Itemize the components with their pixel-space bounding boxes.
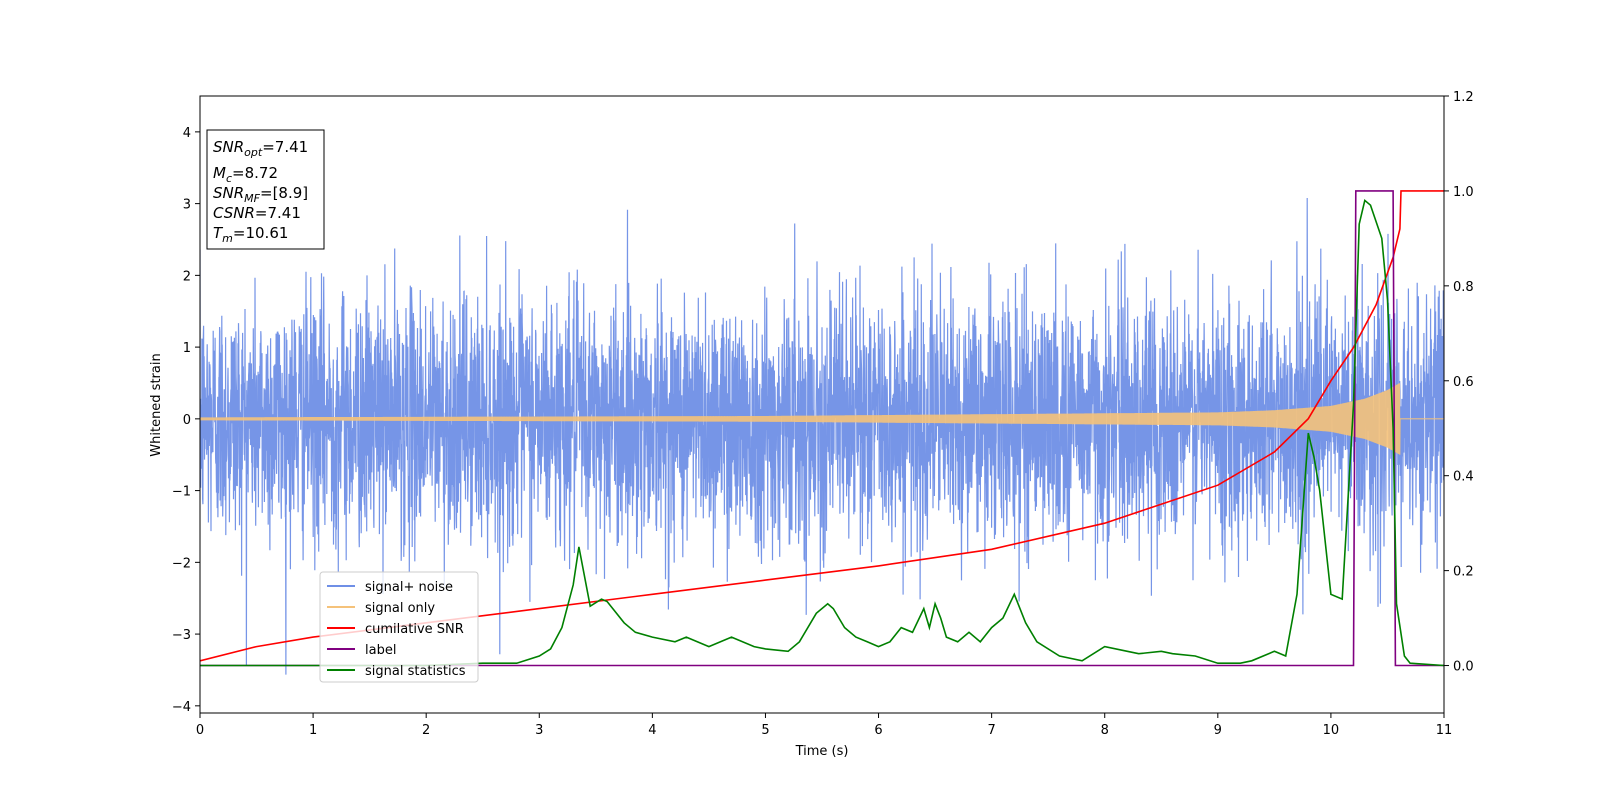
- left-y-tick-label: 4: [183, 126, 191, 141]
- x-tick-label: 9: [1214, 723, 1222, 738]
- left-y-tick-label: 2: [183, 269, 191, 284]
- annotation-line: SNRMF=[8.9]: [213, 184, 308, 205]
- legend: signal+ noise signal only cumilative SNR la…: [319, 571, 479, 683]
- right-y-tick-label: 0.4: [1453, 470, 1474, 485]
- axes-frame: [199, 95, 1445, 714]
- x-tick-label: 2: [422, 723, 430, 738]
- x-axis-ticks: 0 1 2 3 4 5 6 7 8 9 10 11: [196, 713, 1452, 738]
- left-y-tick-label: −1: [172, 485, 191, 500]
- annotation-line: CSNR=7.41: [213, 204, 301, 222]
- x-tick-label: 3: [535, 723, 543, 738]
- left-y-tick-label: 1: [183, 341, 191, 356]
- annotation-line: Tm=10.61: [213, 224, 288, 245]
- x-tick-label: 10: [1323, 723, 1340, 738]
- right-y-tick-label: 0.8: [1453, 280, 1474, 295]
- x-tick-label: 1: [309, 723, 317, 738]
- x-tick-label: 8: [1101, 723, 1109, 738]
- legend-entry: signal only: [365, 601, 435, 616]
- x-tick-label: 7: [987, 723, 995, 738]
- left-y-axis-ticks: −4 −3 −2 −1 0 1 2 3 4: [172, 126, 200, 715]
- x-tick-label: 4: [648, 723, 656, 738]
- legend-entry: cumilative SNR: [365, 622, 464, 637]
- x-tick-label: 5: [761, 723, 769, 738]
- x-tick-label: 11: [1436, 723, 1453, 738]
- annotation-line: Mc=8.72: [213, 164, 278, 185]
- x-tick-label: 0: [196, 723, 204, 738]
- annotation-line: SNRopt=7.41: [213, 138, 308, 159]
- right-y-tick-label: 1.0: [1453, 185, 1474, 200]
- y-axis-label: Whitened strain: [149, 353, 164, 456]
- x-axis-label: Time (s): [795, 744, 849, 759]
- x-tick-label: 6: [874, 723, 882, 738]
- left-y-tick-label: −2: [172, 556, 191, 571]
- legend-entry: label: [365, 643, 396, 658]
- left-y-tick-label: −3: [172, 628, 191, 643]
- left-y-tick-label: 3: [183, 198, 191, 213]
- series-signal-noise: [200, 197, 1444, 675]
- right-y-tick-label: 0.0: [1453, 660, 1474, 675]
- right-y-axis-ticks: 0.0 0.2 0.4 0.6 0.8 1.0 1.2: [1444, 90, 1474, 675]
- legend-frame: [319, 571, 479, 683]
- legend-entry: signal statistics: [365, 664, 466, 679]
- legend-entry: signal+ noise: [365, 580, 453, 595]
- annotation-frame: [206, 129, 325, 250]
- right-y-tick-label: 0.6: [1453, 375, 1474, 390]
- left-y-tick-label: −4: [172, 700, 191, 715]
- left-y-tick-label: 0: [183, 413, 191, 428]
- series-signal-statistics: [200, 198, 1444, 667]
- right-y-tick-label: 0.2: [1453, 565, 1474, 580]
- right-y-tick-label: 1.2: [1453, 90, 1474, 105]
- series-label: [200, 190, 1444, 667]
- series-signal-only: [200, 383, 1444, 455]
